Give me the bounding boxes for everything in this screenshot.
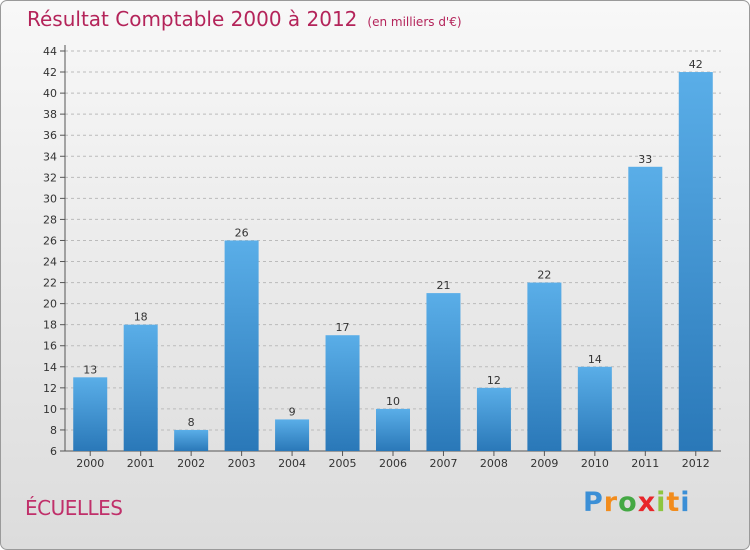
- y-tick-label: 34: [43, 150, 57, 163]
- y-tick-label: 10: [43, 403, 57, 416]
- bar-2008: [476, 387, 511, 451]
- bar-2007: [426, 293, 461, 451]
- y-tick-label: 6: [50, 445, 57, 458]
- data-label-2007: 21: [436, 279, 450, 292]
- bar-2003: [224, 240, 259, 451]
- x-tick-label-2011: 2011: [631, 457, 659, 470]
- y-tick-label: 26: [43, 234, 57, 247]
- data-label-2003: 26: [235, 226, 249, 239]
- data-label-2000: 13: [83, 363, 97, 376]
- data-label-2012: 42: [689, 58, 703, 71]
- bar-2001: [123, 324, 158, 451]
- data-label-2002: 8: [188, 416, 195, 429]
- title-main: Résultat Comptable 2000 à 2012: [27, 7, 358, 31]
- y-tick-label: 32: [43, 171, 57, 184]
- y-tick-label: 22: [43, 277, 57, 290]
- y-tick-label: 38: [43, 108, 57, 121]
- commune-name: ÉCUELLES: [25, 496, 123, 520]
- x-tick-label-2010: 2010: [581, 457, 609, 470]
- gridlines: [65, 50, 721, 452]
- data-label-2006: 10: [386, 395, 400, 408]
- x-tick-label-2005: 2005: [329, 457, 357, 470]
- bar-2009: [527, 282, 562, 451]
- x-tick-label-2001: 2001: [127, 457, 155, 470]
- data-label-2001: 18: [134, 311, 148, 324]
- y-tick-label: 36: [43, 129, 57, 142]
- bar-2000: [73, 377, 108, 451]
- x-tick-label-2002: 2002: [177, 457, 205, 470]
- logo-letter: x: [637, 487, 657, 518]
- y-tick-label: 12: [43, 382, 57, 395]
- x-tick-label-2006: 2006: [379, 457, 407, 470]
- data-label-2008: 12: [487, 374, 501, 387]
- logo-letter: i: [680, 487, 691, 518]
- data-label-2009: 22: [537, 269, 551, 282]
- y-tick-label: 14: [43, 361, 57, 374]
- bar-2004: [275, 419, 310, 451]
- y-tick-label: 42: [43, 66, 57, 79]
- x-tick-label-2003: 2003: [228, 457, 256, 470]
- bar-2010: [577, 366, 612, 451]
- bar-2006: [376, 408, 410, 451]
- y-tick-label: 18: [43, 319, 57, 332]
- y-tick-label: 28: [43, 213, 57, 226]
- y-tick-label: 8: [50, 424, 57, 437]
- y-tick-label: 30: [43, 192, 57, 205]
- y-tick-label: 20: [43, 298, 57, 311]
- bar-2002: [174, 429, 209, 451]
- bars: 13 18 8 26 9 17 10 21 12 22 14 33 42: [73, 58, 713, 451]
- data-label-2005: 17: [336, 321, 350, 334]
- logo-letter: o: [618, 487, 638, 518]
- x-tick-label-2009: 2009: [530, 457, 558, 470]
- y-tick-label: 24: [43, 256, 57, 269]
- x-tick-label-2012: 2012: [682, 457, 710, 470]
- y-tick-label: 40: [43, 87, 57, 100]
- chart-title: Résultat Comptable 2000 à 2012 (en millie…: [27, 7, 462, 31]
- y-tick-label: 16: [43, 340, 57, 353]
- logo-letter: P: [583, 487, 604, 518]
- x-tick-label-2000: 2000: [76, 457, 104, 470]
- bar-2012: [678, 72, 713, 451]
- title-unit: (en milliers d'€): [367, 15, 462, 29]
- y-tick-label: 44: [43, 45, 57, 58]
- data-label-2004: 9: [289, 405, 296, 418]
- bar-2011: [628, 166, 663, 451]
- bar-2005: [325, 335, 360, 451]
- x-tick-label-2008: 2008: [480, 457, 508, 470]
- proxiti-logo: Proxiti: [583, 487, 691, 518]
- data-label-2010: 14: [588, 353, 602, 366]
- x-tick-label-2007: 2007: [429, 457, 457, 470]
- logo-letter: t: [666, 487, 681, 518]
- logo-letter: i: [656, 487, 667, 518]
- logo-letter: r: [603, 487, 619, 518]
- data-label-2011: 33: [638, 153, 652, 166]
- x-tick-label-2004: 2004: [278, 457, 306, 470]
